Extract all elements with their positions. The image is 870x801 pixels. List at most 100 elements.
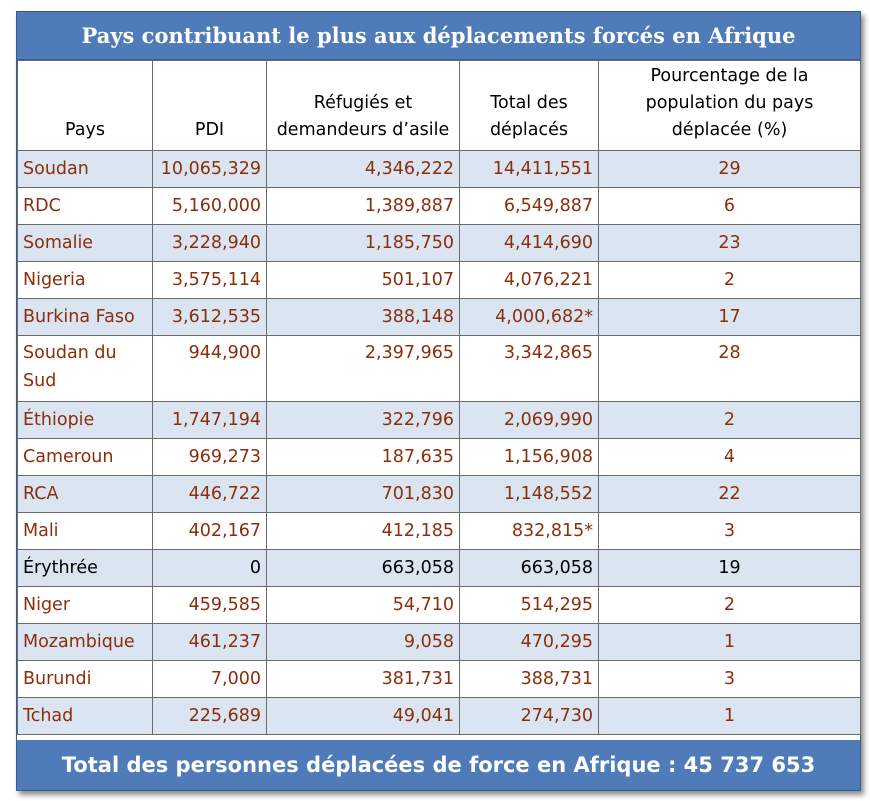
cell-total: 274,730 [459,697,599,735]
table-row: Niger 459,585 54,710 514,295 2 [17,586,861,624]
table-row: Éthiopie 1,747,194 322,796 2,069,990 2 [17,401,861,439]
cell-total: 14,411,551 [459,150,599,188]
cell-pdi: 7,000 [152,660,267,698]
table-row: Soudan 10,065,329 4,346,222 14,411,551 2… [17,150,861,188]
cell-total: 2,069,990 [459,401,599,439]
cell-total: 1,148,552 [459,475,599,513]
cell-refugees: 4,346,222 [266,150,460,188]
cell-country: Nigeria [17,261,153,299]
cell-percent: 2 [598,261,861,299]
cell-percent: 22 [598,475,861,513]
cell-percent: 1 [598,623,861,661]
cell-country: RCA [17,475,153,513]
cell-refugees: 2,397,965 [266,335,460,402]
cell-country: Soudan du Sud [17,335,153,402]
cell-pdi: 446,722 [152,475,267,513]
table-row: RDC 5,160,000 1,389,887 6,549,887 6 [17,187,861,225]
cell-total: 6,549,887 [459,187,599,225]
header-pdi: PDI [152,60,267,151]
header-row: Pays PDI Réfugiés et demandeurs d’asile … [17,60,861,151]
cell-country: Mozambique [17,623,153,661]
cell-country: Burundi [17,660,153,698]
cell-total: 388,731 [459,660,599,698]
cell-total: 514,295 [459,586,599,624]
cell-pdi: 459,585 [152,586,267,624]
cell-percent: 17 [598,298,861,336]
table-title: Pays contribuant le plus aux déplacement… [17,12,860,60]
cell-total: 4,000,682* [459,298,599,336]
header-country: Pays [17,60,153,151]
cell-pdi: 10,065,329 [152,150,267,188]
cell-total: 4,076,221 [459,261,599,299]
table-row: Nigeria 3,575,114 501,107 4,076,221 2 [17,261,861,299]
cell-country: Éthiopie [17,401,153,439]
cell-country: Somalie [17,224,153,262]
displacement-table-panel: Pays contribuant le plus aux déplacement… [16,11,861,791]
table-row: Mali 402,167 412,185 832,815* 3 [17,512,861,550]
cell-refugees: 9,058 [266,623,460,661]
cell-country: Mali [17,512,153,550]
table-row: Burundi 7,000 381,731 388,731 3 [17,660,861,698]
cell-country: Cameroun [17,438,153,476]
cell-total: 3,342,865 [459,335,599,402]
table-row: Soudan du Sud 944,900 2,397,965 3,342,86… [17,335,861,402]
cell-total: 4,414,690 [459,224,599,262]
cell-pdi: 969,273 [152,438,267,476]
cell-country: Érythrée [17,549,153,587]
cell-pdi: 0 [152,549,267,587]
cell-total: 832,815* [459,512,599,550]
cell-refugees: 501,107 [266,261,460,299]
cell-total: 470,295 [459,623,599,661]
cell-refugees: 1,389,887 [266,187,460,225]
table-row: Tchad 225,689 49,041 274,730 1 [17,697,861,735]
cell-refugees: 663,058 [266,549,460,587]
cell-percent: 3 [598,660,861,698]
cell-pdi: 3,228,940 [152,224,267,262]
cell-refugees: 54,710 [266,586,460,624]
cell-refugees: 388,148 [266,298,460,336]
cell-percent: 1 [598,697,861,735]
cell-pdi: 402,167 [152,512,267,550]
header-total: Total des déplacés [459,60,599,151]
cell-refugees: 322,796 [266,401,460,439]
cell-refugees: 49,041 [266,697,460,735]
cell-country: RDC [17,187,153,225]
cell-pdi: 944,900 [152,335,267,402]
cell-total: 1,156,908 [459,438,599,476]
header-percent: Pourcentage de la population du pays dép… [598,60,861,151]
table-row: Mozambique 461,237 9,058 470,295 1 [17,623,861,661]
table-row: Burkina Faso 3,612,535 388,148 4,000,682… [17,298,861,336]
cell-percent: 23 [598,224,861,262]
cell-refugees: 412,185 [266,512,460,550]
cell-percent: 2 [598,401,861,439]
table-row: RCA 446,722 701,830 1,148,552 22 [17,475,861,513]
cell-percent: 4 [598,438,861,476]
cell-pdi: 3,575,114 [152,261,267,299]
cell-refugees: 187,635 [266,438,460,476]
cell-pdi: 225,689 [152,697,267,735]
cell-percent: 29 [598,150,861,188]
cell-country: Burkina Faso [17,298,153,336]
cell-percent: 28 [598,335,861,402]
table-row: Érythrée 0 663,058 663,058 19 [17,549,861,587]
cell-pdi: 5,160,000 [152,187,267,225]
cell-pdi: 461,237 [152,623,267,661]
cell-percent: 19 [598,549,861,587]
cell-country: Tchad [17,697,153,735]
cell-refugees: 1,185,750 [266,224,460,262]
cell-refugees: 701,830 [266,475,460,513]
header-refugees: Réfugiés et demandeurs d’asile [266,60,460,151]
displacement-table: Pays PDI Réfugiés et demandeurs d’asile … [17,60,861,735]
cell-percent: 6 [598,187,861,225]
cell-pdi: 3,612,535 [152,298,267,336]
cell-total: 663,058 [459,549,599,587]
table-row: Cameroun 969,273 187,635 1,156,908 4 [17,438,861,476]
table-row: Somalie 3,228,940 1,185,750 4,414,690 23 [17,224,861,262]
cell-country: Niger [17,586,153,624]
cell-pdi: 1,747,194 [152,401,267,439]
cell-country: Soudan [17,150,153,188]
cell-refugees: 381,731 [266,660,460,698]
cell-percent: 3 [598,512,861,550]
total-footer: Total des personnes déplacées de force e… [17,740,860,790]
cell-percent: 2 [598,586,861,624]
